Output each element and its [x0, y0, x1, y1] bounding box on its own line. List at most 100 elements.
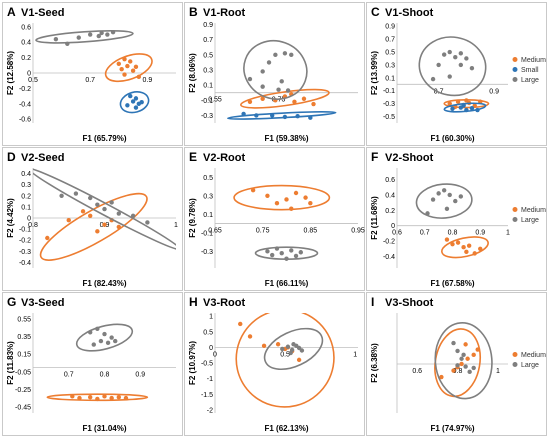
data-point-gray: [298, 250, 303, 255]
y-tick-label: 0.4: [21, 171, 31, 178]
y-tick-label: 0.6: [385, 177, 395, 184]
confidence-ellipse-gray: [33, 168, 176, 251]
data-point-gray: [273, 52, 278, 58]
confidence-ellipse-blue: [119, 91, 150, 114]
data-point-orange: [70, 394, 75, 399]
data-point-gray: [102, 331, 107, 337]
y-axis-label: F2 (12.58%): [6, 51, 15, 95]
data-point-gray: [299, 348, 305, 353]
confidence-ellipse-orange: [441, 236, 489, 259]
data-point-orange: [461, 245, 466, 250]
confidence-ellipse-orange: [235, 313, 335, 408]
data-point-orange: [247, 334, 253, 339]
data-point-gray: [444, 206, 450, 211]
x-tick-label: 0.6: [412, 368, 422, 375]
y-tick-label: 0: [209, 345, 213, 352]
data-point-orange: [119, 66, 124, 72]
series-group: [35, 30, 153, 114]
confidence-ellipse-gray: [75, 323, 134, 352]
data-point-orange: [478, 246, 483, 251]
data-point-orange: [311, 101, 316, 107]
series-group: [233, 184, 331, 261]
data-point-gray: [463, 364, 468, 369]
confidence-ellipse-orange: [39, 192, 148, 261]
x-tick-label: 1: [506, 230, 510, 237]
data-point-orange: [122, 56, 127, 62]
data-point-orange: [296, 357, 302, 363]
panel-title: V1-Seed: [21, 7, 64, 19]
panel-letter: H: [189, 295, 198, 309]
panel-letter: A: [7, 5, 16, 19]
y-tick-label: -0.3: [19, 249, 31, 256]
chart-svg: 0.55 0.75 0.9 0.7 0.5 0.3 0.1 -0.1 -0.3 B V1-Root F…: [188, 5, 358, 143]
data-point-gray: [116, 211, 122, 216]
legend-label: Medium: [521, 207, 546, 214]
x-tick-label: 0.5: [280, 351, 290, 358]
data-point-orange: [128, 59, 133, 64]
chart-svg: 0.7 0.90.90.70.50.30.1-0.1-0.3-0.5C V1-Sho…: [370, 5, 546, 143]
legend-label: Large: [521, 77, 539, 84]
data-point-gray: [453, 54, 458, 60]
y-tick-label: 0.9: [203, 22, 213, 29]
y-tick-label: 0.3: [203, 67, 213, 74]
y-tick-label: -0.4: [383, 254, 395, 261]
legend-marker: [512, 67, 518, 72]
data-point-gray: [447, 192, 452, 198]
y-tick-label: 0.3: [203, 193, 213, 200]
confidence-ellipse-orange: [104, 53, 153, 83]
y-tick-label: 0.2: [385, 208, 395, 215]
y-axis-label: F2 (13.99%): [370, 51, 379, 95]
data-point-gray: [105, 32, 110, 37]
y-tick-label: -1.5: [201, 392, 213, 399]
y-tick-label: -0.3: [201, 249, 213, 256]
y-tick-label: -0.5: [201, 361, 213, 368]
y-tick-label: -0.1: [383, 88, 395, 95]
legend-label: Small: [521, 67, 539, 74]
y-tick-label: 0.5: [385, 50, 395, 57]
data-point-orange: [123, 395, 129, 401]
panel-letter: E: [189, 150, 197, 164]
data-point-gray: [270, 252, 275, 258]
confidence-ellipse-gray: [243, 40, 308, 100]
x-tick-label: 0.95: [351, 228, 365, 235]
chart-panel-f: 0.6 0.7 0.8 0.9 1 0.6 0.4 0.2 0 -0.2 -0.4 F V2-Shoot…: [366, 147, 547, 291]
y-tick-label: 0.1: [203, 83, 213, 90]
data-point-orange: [133, 64, 139, 70]
data-point-orange: [447, 101, 452, 106]
data-point-gray: [280, 346, 285, 352]
data-point-gray: [451, 340, 456, 346]
legend-marker: [512, 217, 518, 222]
data-point-blue: [464, 107, 469, 113]
data-point-orange: [247, 99, 253, 104]
data-point-blue: [125, 103, 130, 108]
data-point-gray: [109, 335, 114, 340]
x-tick-label: 0.65: [208, 228, 222, 235]
x-tick-label: 0.75: [272, 97, 286, 104]
series-group: [33, 168, 176, 261]
series-group: [415, 183, 489, 259]
legend-label: Medium: [521, 57, 546, 64]
series-group: [46, 323, 149, 402]
chart-panel-e: 0.65 0.75 0.85 0.95 0.5 0.3 0.1 -0.1 -0.3 E V2-Roo…: [184, 147, 365, 291]
data-point-gray: [458, 194, 464, 199]
data-point-gray: [95, 326, 100, 331]
y-tick-label: -0.3: [383, 101, 395, 108]
panel-title: V2-Shoot: [385, 152, 434, 164]
y-tick-label: -0.1: [19, 227, 31, 234]
data-point-gray: [279, 79, 284, 84]
data-point-gray: [265, 249, 270, 254]
data-point-gray: [113, 338, 118, 344]
data-point-blue: [139, 100, 144, 105]
x-tick-label: 0.55: [208, 97, 222, 104]
data-point-orange: [116, 224, 122, 230]
panel-letter: B: [189, 5, 198, 19]
data-point-orange: [238, 321, 243, 327]
data-point-gray: [291, 342, 296, 347]
data-point-gray: [293, 253, 299, 259]
data-point-gray: [98, 338, 104, 344]
chart-svg: 0.5 0.7 0.9 0.6 0.4 0.2 0 -0.2 -0.4 -0.6 A V1-Seed F…: [6, 5, 176, 143]
confidence-ellipse-orange: [240, 88, 330, 109]
data-point-blue: [133, 96, 139, 101]
y-tick-label: 0: [27, 216, 31, 223]
